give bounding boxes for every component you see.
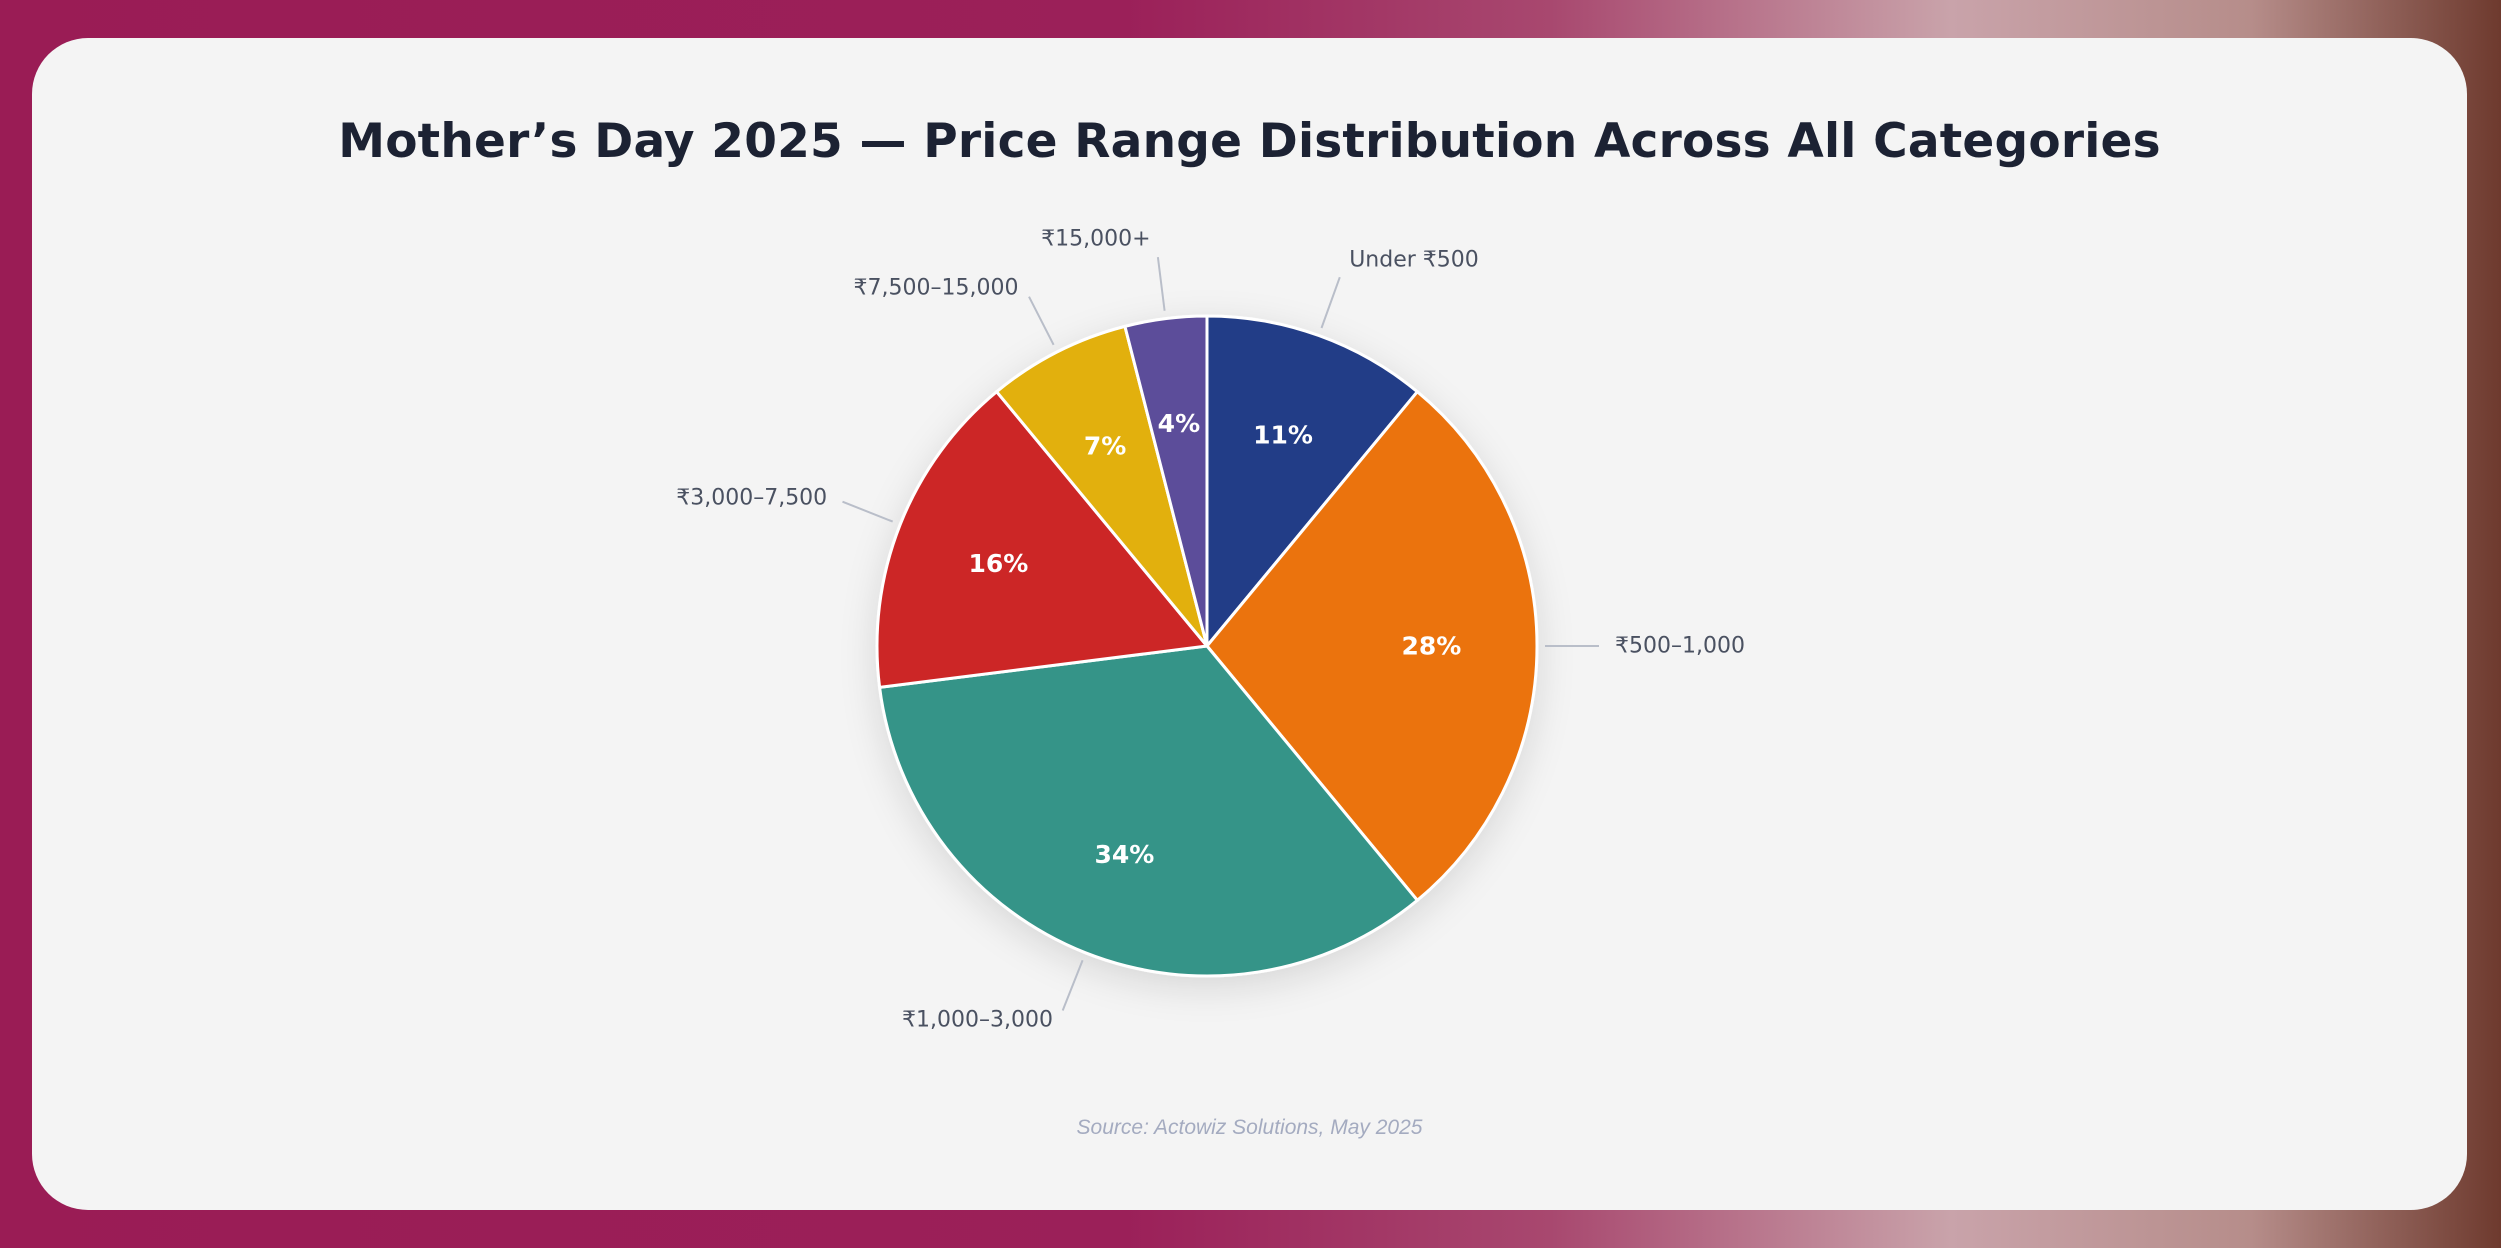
category-label-7-500-15-000: ₹7,500–15,000 bbox=[854, 275, 1019, 300]
pie-slice-3-000-7-500 bbox=[875, 390, 1209, 689]
chart-source: Source: Actowiz Solutions, May 2025 bbox=[1076, 1116, 1423, 1139]
chart-card: Mother’s Day 2025 — Price Range Distribu… bbox=[32, 38, 2467, 1210]
pie-slice-under-500 bbox=[1205, 314, 1419, 648]
pie-slice-7-500-15-000 bbox=[995, 324, 1209, 648]
category-label-3-000-7-500: ₹3,000–7,500 bbox=[676, 486, 827, 511]
chart-title: Mother’s Day 2025 — Price Range Distribu… bbox=[338, 114, 2161, 169]
slice-percent-label: 7% bbox=[1084, 432, 1126, 461]
category-label-500-1-000: ₹500–1,000 bbox=[1615, 634, 1745, 659]
pie-chart: 11% 28% 34% 16% 7% 4% Under ₹500 ₹500–1,000 ₹1,… bbox=[676, 227, 1745, 1033]
slice-percent-label: 28% bbox=[1401, 632, 1461, 661]
slice-percent-label: 11% bbox=[1253, 420, 1313, 449]
leader-line bbox=[842, 500, 894, 523]
leader-line bbox=[1320, 276, 1341, 329]
leader-line bbox=[1156, 256, 1166, 311]
slice-percent-label: 16% bbox=[968, 549, 1028, 578]
leader-line bbox=[1061, 959, 1084, 1011]
category-label-under-500: Under ₹500 bbox=[1349, 247, 1479, 272]
leader-line bbox=[1028, 296, 1055, 346]
category-label-1-000-3-000: ₹1,000–3,000 bbox=[902, 1007, 1053, 1032]
slice-percent-label: 34% bbox=[1094, 840, 1154, 869]
pie-slice-1-000-3-000 bbox=[878, 644, 1419, 978]
category-label-15-000: ₹15,000+ bbox=[1041, 227, 1150, 252]
pie-slice-15-000 bbox=[1123, 314, 1209, 648]
slice-percent-label: 4% bbox=[1158, 409, 1200, 438]
pie-slice-500-1-000 bbox=[1205, 390, 1539, 902]
